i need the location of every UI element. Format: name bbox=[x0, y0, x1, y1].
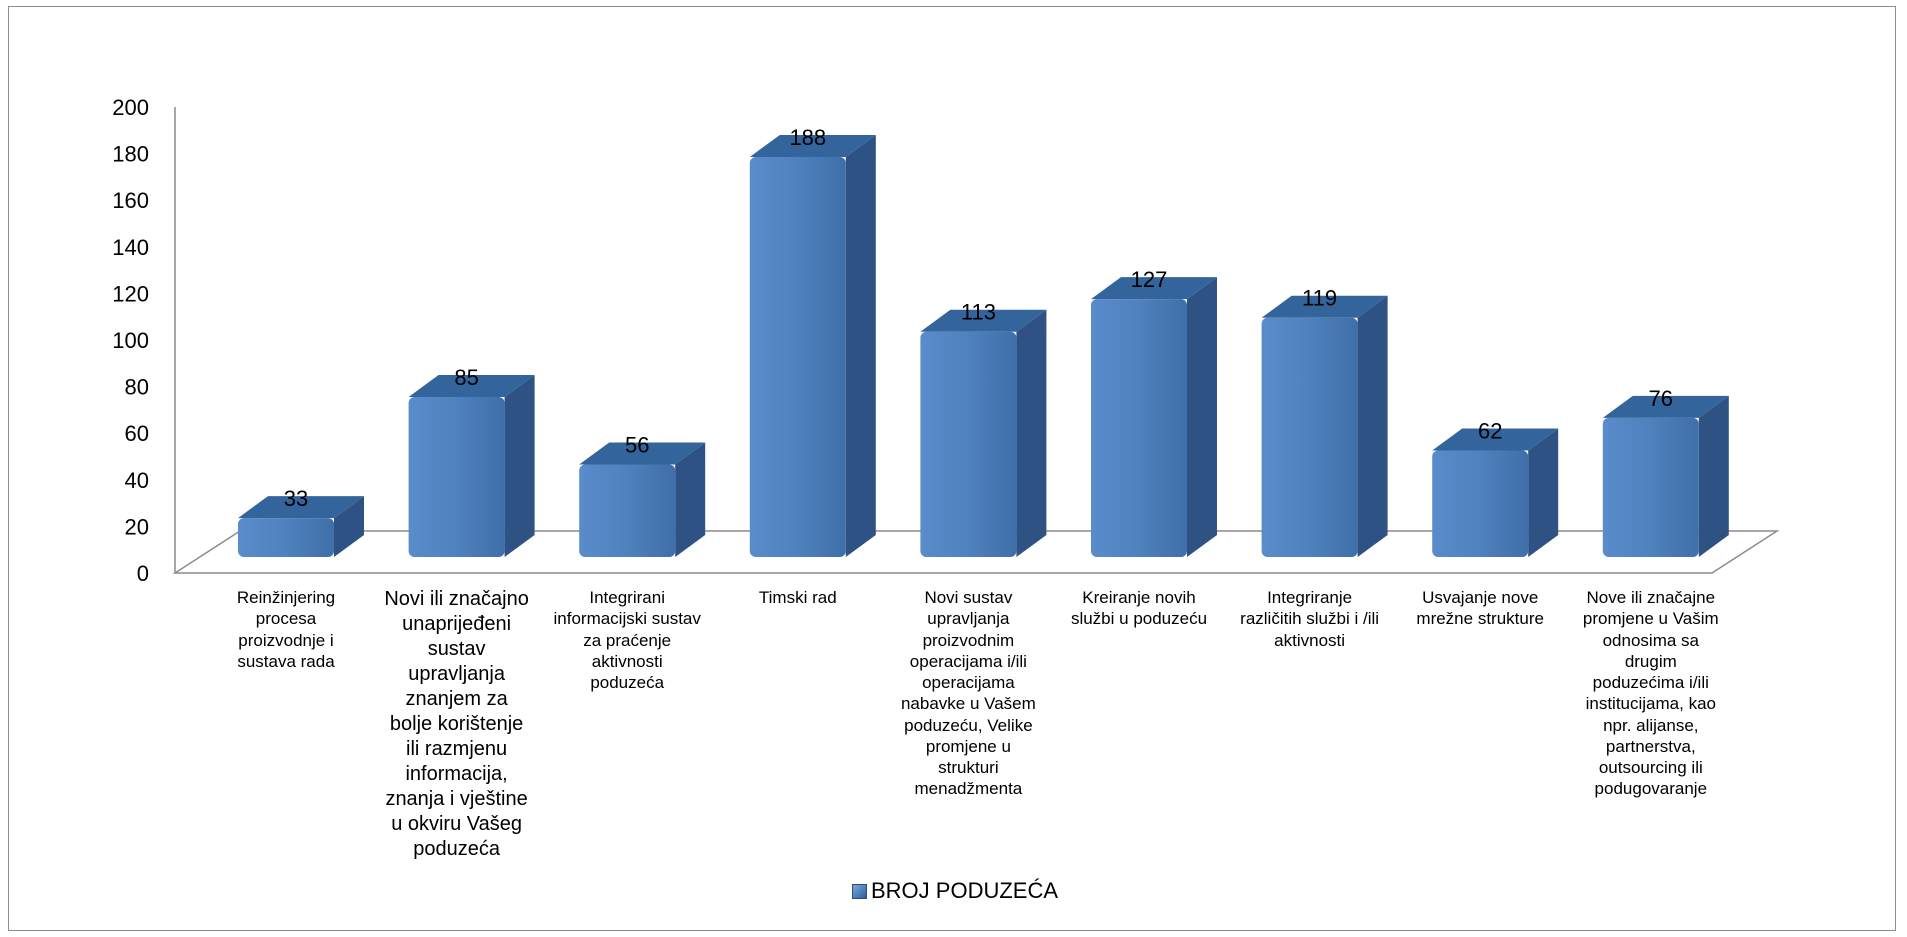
category-label: Novi sustav upravljanja proizvodnim oper… bbox=[900, 588, 1036, 799]
bar bbox=[1602, 395, 1729, 557]
bar bbox=[920, 309, 1047, 557]
legend: BROJ PODUZEĆA bbox=[852, 878, 1058, 904]
bar-side bbox=[675, 442, 706, 557]
bar-top bbox=[1261, 295, 1388, 318]
y-tick-label: 160 bbox=[112, 188, 149, 213]
bar-top bbox=[749, 134, 876, 157]
bar-front bbox=[1261, 317, 1358, 557]
bar-front bbox=[920, 331, 1017, 557]
bar bbox=[749, 134, 876, 557]
bar-top bbox=[920, 309, 1047, 332]
bar-front bbox=[579, 464, 676, 557]
bar-front bbox=[238, 518, 334, 557]
category-label: Usvajanje nove mrežne strukture bbox=[1416, 588, 1544, 629]
category-label: Integriranje različitih službi i /ili ak… bbox=[1240, 588, 1380, 650]
bar-front bbox=[749, 156, 846, 557]
y-tick-label: 140 bbox=[112, 235, 149, 260]
chart-floor bbox=[172, 530, 1780, 574]
bar-side bbox=[1016, 309, 1047, 557]
y-tick-label: 180 bbox=[112, 142, 149, 167]
category-label: Timski rad bbox=[758, 588, 837, 607]
data-label: 56 bbox=[625, 433, 649, 458]
bar-top bbox=[238, 496, 364, 519]
y-tick-label: 40 bbox=[125, 468, 149, 493]
bar bbox=[1261, 295, 1388, 557]
data-label: 113 bbox=[961, 300, 996, 325]
y-tick-label: 60 bbox=[125, 421, 149, 446]
bar bbox=[579, 442, 706, 557]
data-label: 85 bbox=[454, 365, 478, 390]
data-label: 188 bbox=[789, 125, 826, 150]
bar-side bbox=[504, 374, 535, 557]
y-tick-label: 80 bbox=[125, 375, 149, 400]
data-label: 62 bbox=[1478, 419, 1502, 444]
y-tick-label: 20 bbox=[125, 514, 149, 539]
y-tick-label: 100 bbox=[112, 328, 149, 353]
bar-front bbox=[1091, 299, 1187, 557]
bar-front bbox=[408, 396, 505, 557]
bar bbox=[1432, 428, 1559, 557]
data-label: 33 bbox=[284, 486, 308, 511]
data-label: 127 bbox=[1131, 267, 1168, 292]
data-label: 119 bbox=[1302, 286, 1337, 311]
bar-side bbox=[1357, 295, 1388, 557]
bar-front bbox=[1602, 417, 1699, 557]
bar bbox=[408, 374, 535, 557]
bar-side bbox=[334, 496, 364, 557]
y-tick-label: 200 bbox=[112, 95, 149, 120]
bar bbox=[1091, 277, 1217, 557]
category-label: Reinžinjering procesa proizvodnje i sust… bbox=[236, 588, 336, 671]
bar-top bbox=[1091, 277, 1217, 300]
y-tick-label: 0 bbox=[137, 561, 149, 586]
legend-label: BROJ PODUZEĆA bbox=[871, 878, 1059, 903]
category-label: Integrirani informacijski sustav za prać… bbox=[553, 588, 701, 692]
bar-top bbox=[408, 374, 535, 397]
bar-top bbox=[579, 442, 706, 465]
category-label: Novi ili značajno unaprijeđeni sustav up… bbox=[384, 588, 529, 860]
y-tick-label: 120 bbox=[112, 281, 149, 306]
bar-side bbox=[1528, 428, 1559, 557]
bar-front bbox=[1432, 450, 1529, 557]
data-label: 76 bbox=[1649, 386, 1673, 411]
bar-top bbox=[1602, 395, 1729, 418]
category-label: Kreiranje novih službi u poduzeću bbox=[1070, 588, 1208, 629]
bar-side bbox=[1187, 277, 1217, 557]
category-label: Nove ili značajne promjene u Vašim odnos… bbox=[1582, 588, 1719, 799]
bar-top bbox=[1432, 428, 1559, 451]
legend-swatch bbox=[852, 883, 867, 899]
bar-side bbox=[1698, 395, 1729, 557]
bar-side bbox=[845, 134, 876, 557]
bar bbox=[238, 496, 364, 557]
